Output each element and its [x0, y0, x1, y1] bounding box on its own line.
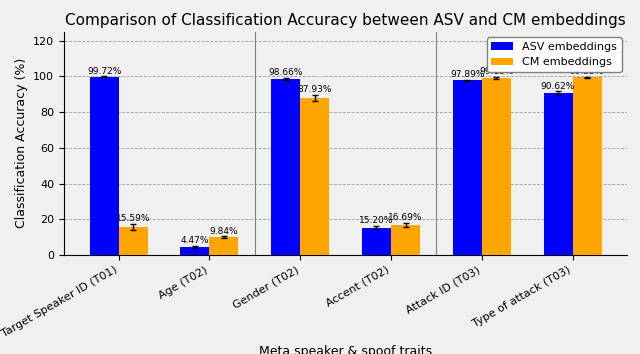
Text: 99.13%: 99.13% — [479, 67, 513, 76]
Text: 99.72%: 99.72% — [87, 67, 122, 75]
Bar — [180, 247, 209, 255]
Bar — [209, 237, 239, 255]
Bar — [300, 98, 329, 255]
Bar — [90, 77, 118, 255]
Bar — [391, 225, 420, 255]
Bar — [543, 93, 573, 255]
Bar — [482, 78, 511, 255]
Bar — [118, 227, 148, 255]
Text: 98.66%: 98.66% — [268, 68, 303, 77]
Bar — [362, 228, 391, 255]
Legend: ASV embeddings, CM embeddings: ASV embeddings, CM embeddings — [487, 38, 621, 72]
Bar — [452, 80, 482, 255]
Text: 99.55%: 99.55% — [570, 67, 604, 76]
Text: 87.93%: 87.93% — [298, 85, 332, 95]
Bar — [271, 79, 300, 255]
X-axis label: Meta speaker & spoof traits: Meta speaker & spoof traits — [259, 345, 432, 354]
Text: 15.59%: 15.59% — [116, 215, 150, 223]
Text: 16.69%: 16.69% — [388, 213, 423, 222]
Y-axis label: Classification Accuracy (%): Classification Accuracy (%) — [15, 58, 28, 228]
Text: 4.47%: 4.47% — [180, 236, 209, 245]
Text: 9.84%: 9.84% — [210, 227, 238, 235]
Text: 15.20%: 15.20% — [359, 216, 394, 225]
Bar — [573, 77, 602, 255]
Text: 90.62%: 90.62% — [541, 81, 575, 91]
Title: Comparison of Classification Accuracy between ASV and CM embeddings: Comparison of Classification Accuracy be… — [65, 13, 626, 28]
Text: 97.89%: 97.89% — [450, 70, 484, 79]
